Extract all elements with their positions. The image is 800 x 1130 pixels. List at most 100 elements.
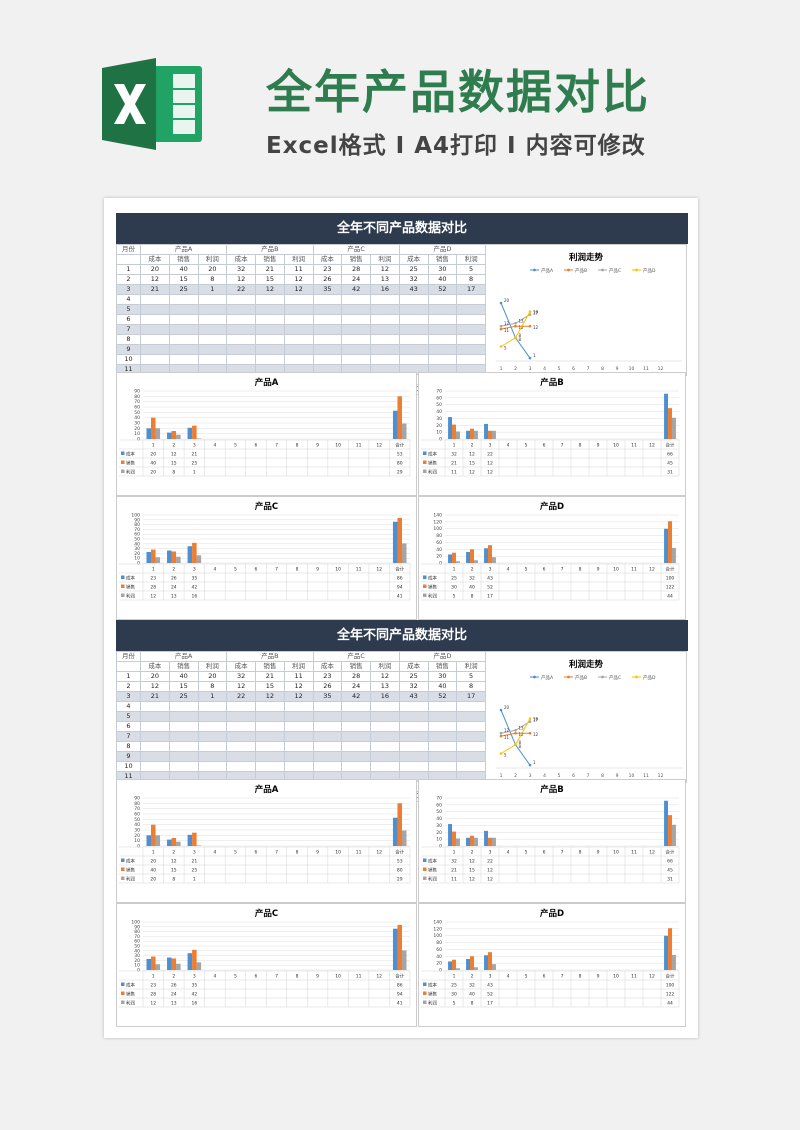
data-label: 66 [667,858,673,864]
trend-point [514,729,517,732]
value-cell [370,324,400,335]
legend-swatch [121,876,125,880]
legend-marker [533,268,536,272]
x-tick-label: 6 [543,443,546,449]
legend-label: 利润 [126,468,135,475]
x-tick-label: 12 [649,567,655,573]
bar [167,957,172,970]
x-tick-label: 12 [649,443,655,449]
value-cell [283,314,314,325]
metric-header-cell: 销售 [341,661,371,672]
bar [155,428,161,439]
value-cell: 12 [283,274,314,285]
bar [392,928,398,970]
data-label: 53 [397,858,403,864]
value-cell: 24 [341,274,371,285]
value-cell [283,761,314,772]
product-header-cell: 产品A [139,244,228,255]
legend-marker [635,268,638,272]
x-tick-label: 1 [453,850,456,856]
trend-x-tick: 4 [543,366,546,372]
y-tick-label: 90 [134,924,140,930]
value-cell [398,324,429,335]
data-label: 12 [469,858,475,864]
y-tick-label: 40 [134,822,140,828]
value-cell [168,304,199,315]
value-cell [370,344,400,355]
value-cell [197,304,228,315]
y-tick-label: 20 [134,426,140,432]
metric-header-cell: 利润 [370,254,400,265]
value-cell [427,354,458,365]
bar [401,950,407,970]
value-cell [398,751,429,762]
x-tick-label: 10 [613,850,619,856]
table-row: 4 [116,701,486,712]
data-label: 24 [171,584,177,590]
trend-x-tick: 1 [500,773,503,779]
bar [488,545,492,563]
x-tick-label: 3 [489,974,492,980]
table-row: 11 [116,771,486,782]
x-tick-label: 5 [525,567,528,573]
data-label: 30 [451,584,457,590]
sheet-title-banner: 全年不同产品数据对比 [116,213,688,244]
y-tick-label: 0 [439,561,442,567]
data-label: 32 [451,451,457,457]
trend-point [514,336,517,340]
x-tick-label: 1 [453,567,456,573]
trend-data-label: 8 [519,333,522,338]
value-cell [341,324,371,335]
value-cell: 21 [255,671,285,682]
bar [488,837,492,846]
legend-swatch [423,876,427,880]
x-tick-label: 4 [507,974,510,980]
bar [466,552,471,563]
value-cell: 32 [226,264,256,275]
month-cell: 10 [116,354,141,365]
value-cell [456,721,486,732]
y-tick-label: 10 [436,837,442,843]
x-tick-label: 9 [316,567,319,573]
data-label: 122 [666,991,675,997]
x-tick-label: 9 [597,567,600,573]
x-tick-label: 9 [597,974,600,980]
trend-x-tick: 12 [658,773,664,779]
bar [448,961,453,970]
value-cell: 26 [312,681,343,692]
legend-label: 销售 [126,459,135,466]
value-cell [283,344,314,355]
legend-label: 产品D [643,267,656,274]
legend-swatch [423,460,427,464]
x-tick-label: 合计 [395,442,404,449]
x-tick-label: 2 [471,567,474,573]
legend-marker [601,675,604,679]
value-cell [140,294,170,305]
x-tick-label: 8 [579,443,582,449]
legend-label: 产品C [609,674,621,681]
month-header-cell: 月份 [116,651,141,662]
legend-label: 产品A [541,674,554,681]
y-tick-label: 90 [134,517,140,523]
value-cell: 25 [168,691,199,702]
x-tick-label: 11 [356,850,362,856]
y-tick-label: 60 [436,395,442,401]
bar [176,556,181,563]
table-row: 1 20 40 20 32 21 11 23 28 12 25 30 5 [116,671,486,682]
data-label: 41 [397,1000,403,1006]
legend-swatch [423,1000,427,1004]
data-label: 94 [397,584,403,590]
x-tick-label: 10 [335,443,341,449]
trend-data-label: 13 [519,318,525,323]
value-cell [168,741,199,752]
value-cell: 52 [427,691,458,702]
value-cell [370,354,400,365]
data-label: 29 [397,876,403,882]
value-cell: 12 [283,284,314,295]
trend-x-tick: 6 [572,773,575,779]
chart-title: 产品A [255,377,279,388]
data-label: 12 [487,460,493,466]
data-label: 45 [667,460,673,466]
table-row: 11 [116,364,486,375]
